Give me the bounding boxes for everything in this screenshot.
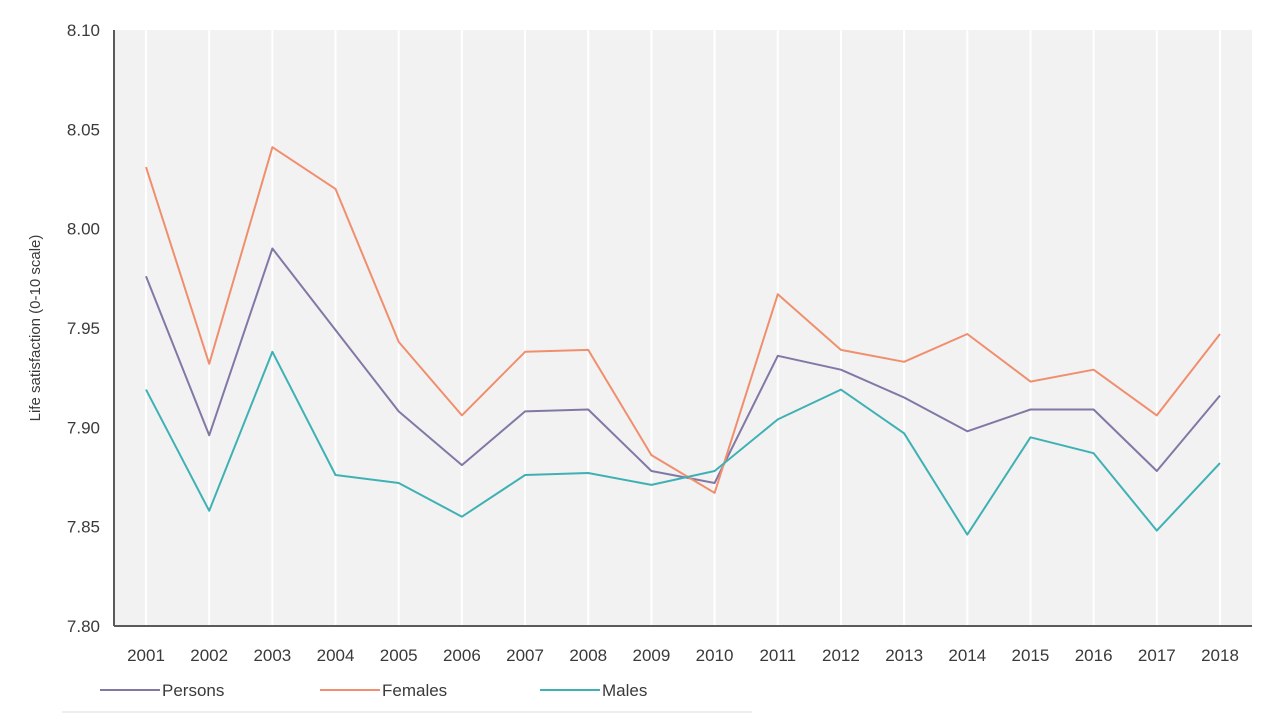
y-tick-label: 8.05 xyxy=(67,120,100,139)
x-tick-label: 2002 xyxy=(190,646,228,665)
y-tick-label: 7.85 xyxy=(67,518,100,537)
x-tick-label: 2005 xyxy=(380,646,418,665)
x-tick-label: 2015 xyxy=(1012,646,1050,665)
series-line-males xyxy=(145,350,1221,536)
series-lines xyxy=(145,146,1221,536)
y-tick-label: 7.80 xyxy=(67,617,100,636)
x-tick-label: 2010 xyxy=(696,646,734,665)
legend: Persons Females Males xyxy=(100,681,647,700)
x-tick-label: 2004 xyxy=(317,646,355,665)
legend-label-males: Males xyxy=(602,681,647,700)
y-tick-labels: 7.80 7.85 7.90 7.95 8.00 8.05 8.10 xyxy=(67,21,100,636)
x-tick-label: 2009 xyxy=(632,646,670,665)
grid-lines xyxy=(145,30,1221,626)
y-tick-label: 7.90 xyxy=(67,418,100,437)
x-tick-label: 2017 xyxy=(1138,646,1176,665)
x-tick-label: 2007 xyxy=(506,646,544,665)
x-tick-label: 2016 xyxy=(1075,646,1113,665)
x-tick-label: 2001 xyxy=(127,646,165,665)
y-axis-title: Life satisfaction (0-10 scale) xyxy=(27,235,44,422)
x-tick-label: 2006 xyxy=(443,646,481,665)
x-tick-label: 2012 xyxy=(822,646,860,665)
y-tick-label: 8.00 xyxy=(67,220,100,239)
x-tick-labels: 2001 2002 2003 2004 2005 2006 2007 2008 2009 2010… xyxy=(127,646,1239,665)
y-tick-label: 7.95 xyxy=(67,319,100,338)
series-line-females xyxy=(145,146,1221,494)
y-tick-label: 8.10 xyxy=(67,21,100,40)
x-tick-label: 2011 xyxy=(759,646,796,665)
plot-background xyxy=(114,30,1252,626)
legend-label-persons: Persons xyxy=(162,681,224,700)
x-tick-label: 2008 xyxy=(569,646,607,665)
x-tick-label: 2013 xyxy=(885,646,923,665)
x-tick-label: 2003 xyxy=(253,646,291,665)
legend-label-females: Females xyxy=(382,681,447,700)
x-tick-label: 2014 xyxy=(948,646,986,665)
x-tick-label: 2018 xyxy=(1201,646,1239,665)
